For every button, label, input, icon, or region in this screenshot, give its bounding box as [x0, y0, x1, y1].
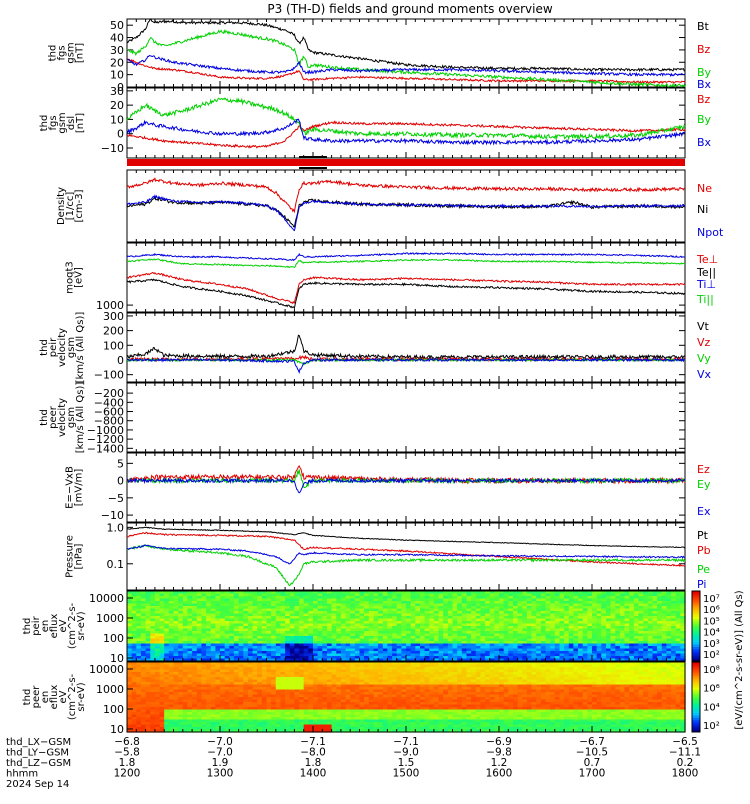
colorbar-tick-label: 10⁵ — [703, 616, 720, 627]
y-tick-label: 50 — [110, 19, 124, 32]
legend-label: Vy — [697, 352, 711, 365]
y-axis-label: [eV] — [74, 267, 85, 288]
y-axis-label: [km/s (All Qs)] — [75, 382, 86, 454]
y-axis-label: [nT] — [75, 43, 86, 63]
y-tick-label: 10 — [110, 113, 124, 126]
series-line-By — [127, 98, 685, 139]
legend-label: Npot — [697, 226, 724, 239]
y-tick-label: 200 — [103, 325, 124, 338]
y-axis-label: sr-eV) — [76, 611, 87, 640]
y-tick-label: 10 — [110, 69, 124, 82]
y-tick-label: 30 — [110, 44, 124, 57]
panel-s2: thdpeerenefluxeV(cm^2-s-sr-eV)1000010001… — [22, 662, 720, 736]
y-tick-label: −1400 — [87, 442, 124, 455]
y-tick-label: 30 — [110, 85, 124, 98]
legend-label: Bx — [697, 136, 712, 149]
series-line-Te⊥ — [127, 273, 685, 304]
y-tick-label: 0 — [117, 475, 124, 488]
series-line-Ey — [127, 470, 685, 488]
y-axis-label: [km/s (All Qs)] — [75, 312, 86, 384]
y-tick-label: −10 — [101, 509, 124, 522]
spectrogram-s2 — [127, 662, 686, 733]
legend-label: Pe — [697, 563, 710, 576]
y-tick-label: 0 — [117, 354, 124, 367]
legend-label: Vx — [697, 368, 712, 381]
legend-label: Pb — [697, 544, 711, 557]
y-tick-label: 1.0 — [107, 521, 125, 534]
legend-label: Ex — [697, 505, 711, 518]
legend-label: Ez — [697, 463, 710, 476]
y-tick-label: 100 — [103, 632, 124, 645]
series-line-Ti|| — [127, 259, 685, 268]
panel-s1: thdpeirenefluxeV(cm^2-s-sr-eV)1000010001… — [22, 591, 720, 665]
legend-label: Ey — [697, 478, 711, 491]
y-tick-label: 40 — [110, 32, 124, 45]
legend-label: Te⊥ — [696, 253, 718, 266]
y-axis-label: [nT] — [75, 113, 86, 133]
legend-label: Ne — [697, 182, 712, 195]
legend-label: Pt — [697, 529, 709, 542]
y-tick-label: 20 — [110, 56, 124, 69]
y-tick-label: 20 — [110, 99, 124, 112]
legend-label: Vt — [697, 320, 710, 333]
y-axis-label: [nPa] — [74, 543, 85, 569]
colorbar-tick-label: 10⁷ — [703, 594, 720, 605]
panel-frame — [127, 19, 685, 87]
spectrogram-s1 — [127, 591, 686, 662]
y-tick-label: 0 — [117, 128, 124, 141]
chart-title: P3 (TH-D) fields and ground moments over… — [267, 2, 552, 16]
legend-label: Bt — [697, 20, 710, 33]
legend-label: Ti|| — [696, 293, 714, 306]
series-line-Bx — [127, 119, 685, 144]
colorbar-tick-label: 10⁶ — [703, 605, 720, 616]
legend-label: Pi — [697, 578, 706, 591]
series-line-Vt — [127, 335, 685, 359]
legend-label: Ni — [697, 203, 708, 216]
legend-label: Vz — [697, 336, 711, 349]
colorbar-tick-label: 10² — [703, 650, 720, 661]
panel-frame — [127, 313, 685, 382]
y-tick-label: 5 — [117, 457, 124, 470]
colorbar-tick-label: 10³ — [703, 639, 720, 650]
y-axis-label: [mV/m] — [74, 469, 85, 507]
legend-label: Ti⊥ — [696, 278, 716, 291]
y-axis-label: sr-eV) — [76, 682, 87, 711]
legend-label: Bz — [697, 43, 711, 56]
y-tick-label: −100 — [94, 369, 124, 382]
y-tick-label: 100 — [103, 339, 124, 352]
y-tick-label: 300 — [103, 310, 124, 323]
y-tick-label: −10 — [101, 142, 124, 155]
colorbar-tick-label: 10⁴ — [703, 628, 720, 639]
panel-frame — [127, 453, 685, 522]
quality-flag-bar — [127, 159, 685, 166]
legend-label: Bx — [697, 78, 712, 91]
y-tick-label: −5 — [108, 492, 124, 505]
series-line-Pt — [127, 527, 685, 548]
legend-label: Bz — [697, 93, 711, 106]
y-tick-label: 1000 — [96, 612, 124, 625]
y-axis-label: [cm-3] — [74, 189, 85, 222]
y-tick-label: 10000 — [89, 592, 124, 605]
series-line-Bt — [127, 19, 685, 71]
panel-frame — [127, 383, 685, 452]
y-tick-label: 0.1 — [107, 558, 125, 571]
legend-label: By — [697, 113, 712, 126]
